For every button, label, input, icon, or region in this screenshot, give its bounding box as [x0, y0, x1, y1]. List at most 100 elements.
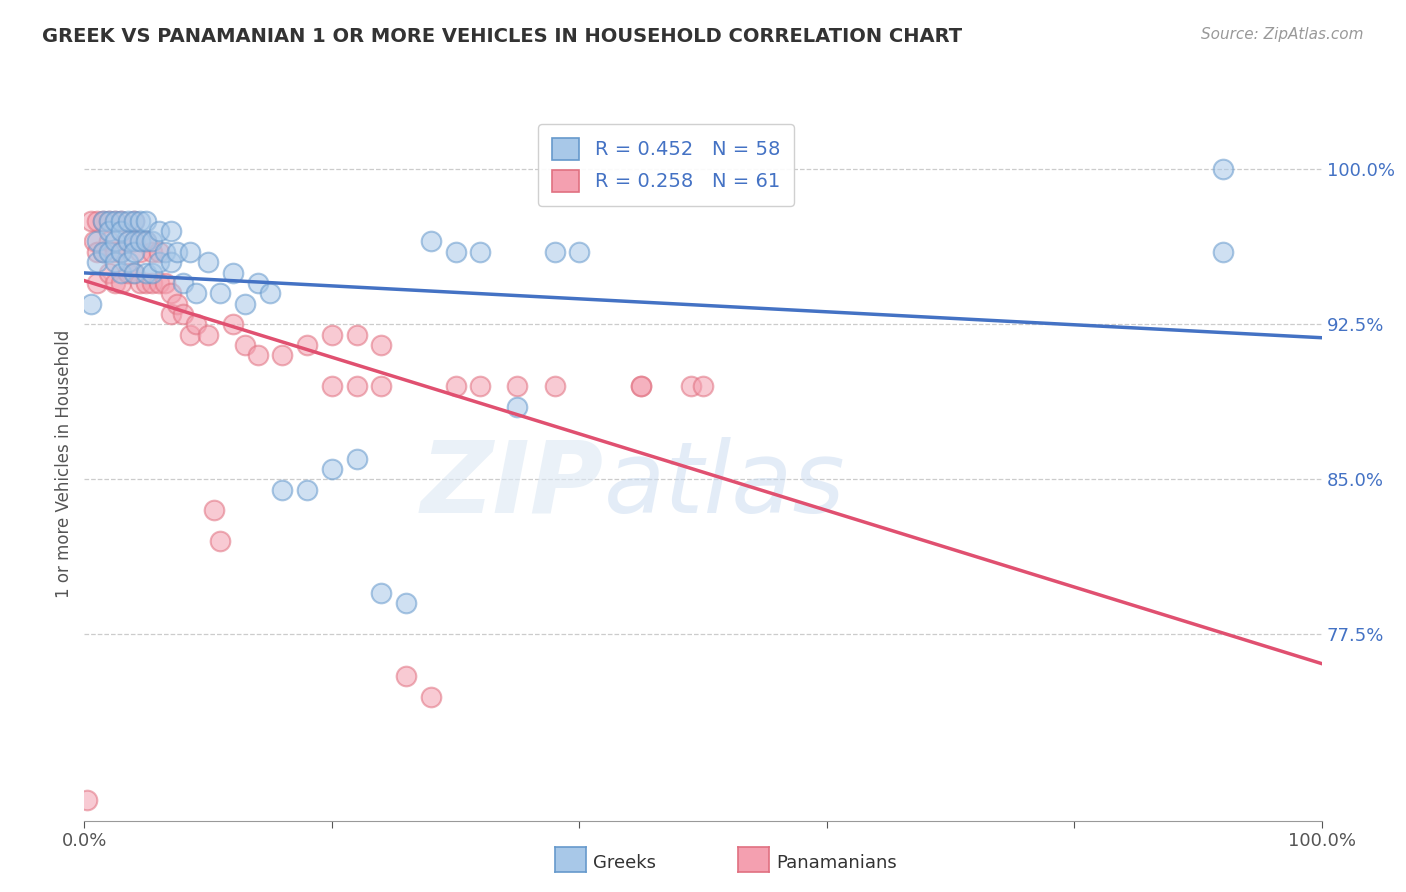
Point [179, 327, 201, 342]
Point [160, 255, 183, 269]
Point [506, 400, 529, 414]
Point [129, 214, 152, 228]
Point [321, 379, 343, 393]
Point [117, 214, 139, 228]
Point [141, 276, 163, 290]
Point [444, 379, 467, 393]
Point [419, 235, 441, 249]
Point [135, 235, 157, 249]
Point [104, 276, 127, 290]
Point [692, 379, 714, 393]
Point [246, 276, 269, 290]
Point [166, 296, 188, 310]
Point [166, 244, 188, 259]
Point [129, 244, 152, 259]
Point [117, 235, 139, 249]
Point [135, 276, 157, 290]
Point [91, 244, 114, 259]
Point [202, 503, 225, 517]
Text: ZIP: ZIP [420, 437, 605, 533]
Point [110, 214, 132, 228]
Point [117, 255, 139, 269]
Point [470, 379, 492, 393]
Point [86, 276, 108, 290]
Point [295, 483, 318, 497]
Point [1212, 162, 1234, 177]
Point [346, 451, 368, 466]
Point [679, 379, 702, 393]
Point [104, 235, 127, 249]
Point [91, 214, 114, 228]
Point [370, 586, 392, 600]
Point [104, 214, 127, 228]
Point [110, 214, 132, 228]
Point [153, 244, 176, 259]
Point [135, 214, 157, 228]
Point [135, 235, 157, 249]
Point [419, 690, 441, 704]
Point [104, 255, 127, 269]
Point [233, 296, 256, 310]
Point [98, 244, 121, 259]
Point [395, 597, 418, 611]
Point [395, 669, 418, 683]
Y-axis label: 1 or more Vehicles in Household: 1 or more Vehicles in Household [55, 330, 73, 598]
Point [209, 286, 232, 301]
Point [98, 214, 121, 228]
Point [197, 327, 219, 342]
Point [568, 244, 591, 259]
Point [122, 235, 145, 249]
Point [160, 286, 183, 301]
Point [79, 296, 101, 310]
Point [129, 276, 152, 290]
Point [506, 379, 529, 393]
Point [222, 266, 245, 280]
Point [295, 338, 318, 352]
Point [91, 214, 114, 228]
Point [122, 235, 145, 249]
Point [148, 224, 170, 238]
Text: atlas: atlas [605, 437, 845, 533]
Point [370, 379, 392, 393]
Point [110, 244, 132, 259]
Point [129, 235, 152, 249]
Point [222, 317, 245, 331]
Legend: R = 0.452   N = 58, R = 0.258   N = 61: R = 0.452 N = 58, R = 0.258 N = 61 [538, 124, 793, 206]
Point [246, 348, 269, 362]
Point [271, 483, 294, 497]
Point [86, 244, 108, 259]
Point [543, 379, 565, 393]
Point [179, 244, 201, 259]
Point [271, 348, 294, 362]
Point [98, 214, 121, 228]
Point [86, 235, 108, 249]
Point [122, 214, 145, 228]
Point [122, 266, 145, 280]
Text: Panamanians: Panamanians [776, 854, 897, 871]
Point [122, 244, 145, 259]
Text: Source: ZipAtlas.com: Source: ZipAtlas.com [1201, 27, 1364, 42]
Point [172, 307, 194, 321]
Point [630, 379, 652, 393]
Point [346, 379, 368, 393]
Point [122, 266, 145, 280]
Point [76, 793, 98, 807]
Point [197, 255, 219, 269]
Point [122, 214, 145, 228]
Point [135, 266, 157, 280]
Point [233, 338, 256, 352]
Point [110, 224, 132, 238]
Point [98, 266, 121, 280]
Point [83, 235, 105, 249]
Point [110, 266, 132, 280]
Point [184, 286, 207, 301]
Point [630, 379, 652, 393]
Point [160, 224, 183, 238]
Point [153, 276, 176, 290]
Point [110, 276, 132, 290]
Point [141, 244, 163, 259]
Point [86, 214, 108, 228]
Point [86, 255, 108, 269]
Point [141, 266, 163, 280]
Point [91, 244, 114, 259]
